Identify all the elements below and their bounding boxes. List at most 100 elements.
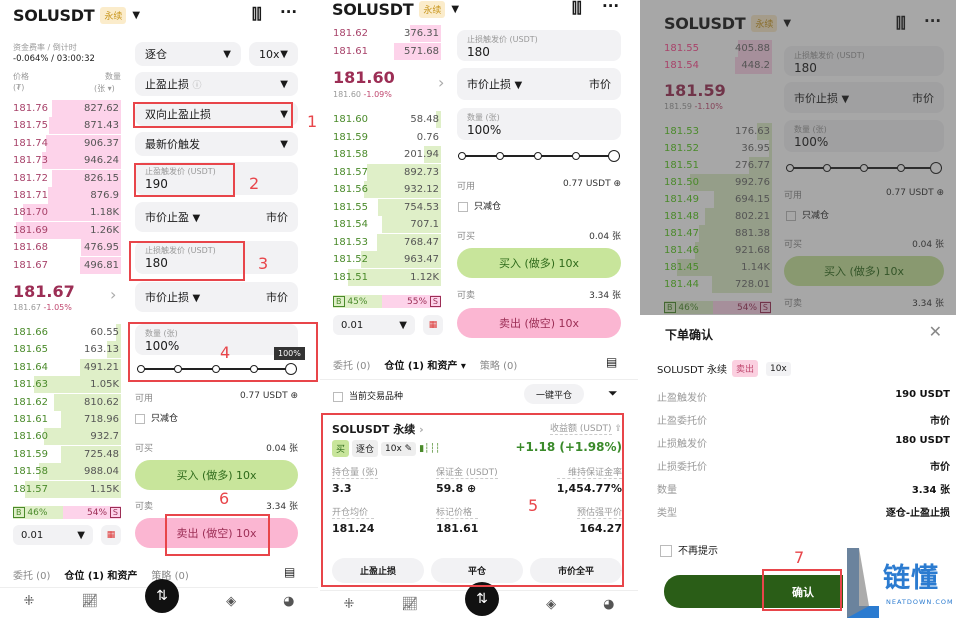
add-funds-icon[interactable]: ⊕ (613, 179, 621, 189)
info-icon[interactable]: ⓘ (192, 81, 202, 91)
more-icon[interactable]: ··· (924, 12, 942, 30)
buy-long-button[interactable]: 买入 (做多) 10x (457, 248, 621, 278)
sl-trigger-input[interactable]: 止损触发价 (USDT) 180 (135, 241, 298, 274)
markets-icon[interactable]: 📈︎ (401, 597, 418, 612)
bid-row[interactable]: 181.51 276.77 (664, 157, 772, 174)
qty-slider[interactable] (137, 363, 297, 375)
ask-row[interactable]: 181.71 876.9 (13, 187, 121, 204)
add-funds-icon[interactable]: ⊕ (290, 391, 298, 401)
bid-row[interactable]: 181.64 491.21 (13, 358, 121, 376)
tab-strategies[interactable]: 策略 (0) (151, 571, 189, 582)
field-label[interactable]: 开仓均价 (332, 505, 375, 519)
ask-row[interactable]: 181.76 827.62 (13, 100, 121, 117)
bid-row[interactable]: 181.59 725.48 (13, 445, 121, 463)
field-label[interactable]: 预估强平价 (576, 505, 622, 519)
bid-row[interactable]: 181.51 1.12K (333, 268, 441, 286)
qty-unit[interactable]: (张 ▾) (94, 84, 115, 93)
bid-row[interactable]: 181.62 810.62 (13, 393, 121, 411)
more-icon[interactable]: ··· (602, 0, 620, 15)
position-title[interactable]: SOLUSDT 永续 › (332, 423, 424, 436)
markets-icon[interactable]: 📈︎ (81, 594, 98, 609)
dont-show-checkbox[interactable]: 不再提示 (660, 542, 718, 557)
modal-backdrop[interactable] (640, 0, 956, 315)
ask-row[interactable]: 181.70 1.18K (13, 204, 121, 222)
ask-row[interactable]: 181.68 476.95 (13, 239, 121, 257)
tpsl-mode-select[interactable]: 双向止盈止损 ▼ (135, 102, 298, 126)
ask-row[interactable]: 181.55 405.88 (664, 40, 772, 57)
field-label[interactable]: 持仓量 (张) (332, 465, 378, 479)
close-icon[interactable]: ✕ (928, 322, 942, 341)
buy-long-button[interactable]: 买入 (做多) 10x (784, 256, 944, 286)
bid-row[interactable]: 181.58 988.04 (13, 463, 121, 481)
field-label[interactable]: 保证金 (USDT) (436, 465, 498, 479)
sl-order-select[interactable]: 市价止损 ▼ 市价 (135, 282, 298, 312)
symbol-selector[interactable]: SOLUSDT 永续 ▼ (664, 14, 792, 33)
tpsl-button[interactable]: 止盈止损 (332, 558, 424, 583)
tp-trigger-input[interactable]: 止盈触发价 (USDT) 190 (135, 162, 298, 195)
bid-row[interactable]: 181.61 718.96 (13, 411, 121, 428)
tp-order-select[interactable]: 市价止盈 ▼ 市价 (135, 202, 298, 232)
ask-row[interactable]: 181.54 448.2 (664, 57, 772, 74)
bid-row[interactable]: 181.60 58.48 (333, 111, 441, 128)
assets-icon[interactable]: ◕ (603, 597, 615, 612)
reduce-only-checkbox[interactable]: 只减仓 (135, 411, 178, 424)
home-icon[interactable]: ⁜ (23, 594, 35, 609)
sell-short-button[interactable]: 卖出 (做空) 10x (457, 308, 621, 338)
close-all-button[interactable]: 一键平仓 (524, 384, 584, 404)
qty-input[interactable]: 数量 (张) 100% (784, 120, 944, 152)
qty-input[interactable]: 数量 (张) 100% (135, 324, 298, 355)
ask-row[interactable]: 181.69 1.26K (13, 221, 121, 239)
bid-row[interactable]: 181.47 881.38 (664, 225, 772, 242)
sl-order-select[interactable]: 市价止损 ▼ 市价 (457, 68, 621, 100)
chevron-right-icon[interactable]: › (438, 73, 445, 92)
sell-short-button[interactable]: 卖出 (做空) 10x (135, 518, 298, 548)
tick-size-select[interactable]: 0.01 ▼ (13, 525, 93, 545)
bid-row[interactable]: 181.60 932.7 (13, 428, 121, 446)
field-label[interactable]: 标记价格 (436, 505, 479, 519)
bid-row[interactable]: 181.53 768.47 (333, 233, 441, 251)
ask-row[interactable]: 181.62 376.31 (333, 25, 441, 42)
margin-mode-select[interactable]: 逐仓 ▼ (135, 42, 241, 66)
bid-row[interactable]: 181.46 921.68 (664, 242, 772, 259)
leverage-tag[interactable]: 10x ✎ (381, 441, 417, 456)
qty-slider[interactable] (786, 162, 942, 174)
bid-row[interactable]: 181.53 176.63 (664, 123, 772, 140)
bid-row[interactable]: 181.52 36.95 (664, 140, 772, 157)
trade-icon[interactable]: ⇅ (465, 581, 500, 616)
bid-row[interactable]: 181.49 694.15 (664, 191, 772, 208)
bid-row[interactable]: 181.58 201.94 (333, 146, 441, 163)
bid-row[interactable]: 181.63 1.05K (13, 376, 121, 394)
assets-icon[interactable]: ◕ (283, 594, 295, 609)
discover-icon[interactable]: ◈ (546, 597, 557, 612)
candlestick-icon[interactable]: ⫿⫿ (896, 14, 906, 32)
symbol-selector[interactable]: SOLUSDT 永续 ▼ (332, 0, 459, 19)
bid-row[interactable]: 181.52 963.47 (333, 251, 441, 268)
bid-row[interactable]: 181.50 992.76 (664, 174, 772, 191)
bid-row[interactable]: 181.54 707.1 (333, 216, 441, 233)
ask-row[interactable]: 181.74 906.37 (13, 134, 121, 152)
more-icon[interactable]: ··· (280, 3, 298, 21)
buy-long-button[interactable]: 买入 (做多) 10x (135, 460, 298, 490)
order-type-select[interactable]: 止盈止损 ⓘ ▼ (135, 72, 298, 96)
ask-row[interactable]: 181.73 946.24 (13, 152, 121, 170)
candlestick-icon[interactable]: ⫿⫿ (572, 0, 582, 17)
home-icon[interactable]: ⁜ (343, 597, 355, 612)
close-position-button[interactable]: 平仓 (431, 558, 523, 583)
add-margin-icon[interactable]: ⊕ (466, 482, 477, 495)
order-history-icon[interactable]: ▤ (284, 565, 296, 579)
discover-icon[interactable]: ◈ (226, 594, 237, 609)
trigger-type-select[interactable]: 最新价触发 ▼ (135, 132, 298, 156)
share-icon[interactable]: ⇪ (614, 424, 622, 434)
tab-strategies[interactable]: 策略 (0) (479, 361, 518, 372)
order-history-icon[interactable]: ▤ (606, 355, 618, 369)
candlestick-icon[interactable]: ⫿⫿ (252, 5, 262, 23)
book-layout-icon[interactable]: ▦ (101, 525, 121, 545)
bid-row[interactable]: 181.59 0.76 (333, 128, 441, 146)
reduce-only-checkbox[interactable]: 只减仓 (786, 208, 829, 221)
tab-positions[interactable]: 仓位 (1) 和资产 ▾ (384, 361, 466, 372)
qty-slider[interactable] (458, 150, 620, 162)
bid-row[interactable]: 181.45 1.14K (664, 259, 772, 276)
bid-row[interactable]: 181.66 60.55 (13, 324, 121, 341)
field-label[interactable]: 维持保证金率 (556, 465, 622, 479)
market-close-all-button[interactable]: 市价全平 (530, 558, 622, 583)
